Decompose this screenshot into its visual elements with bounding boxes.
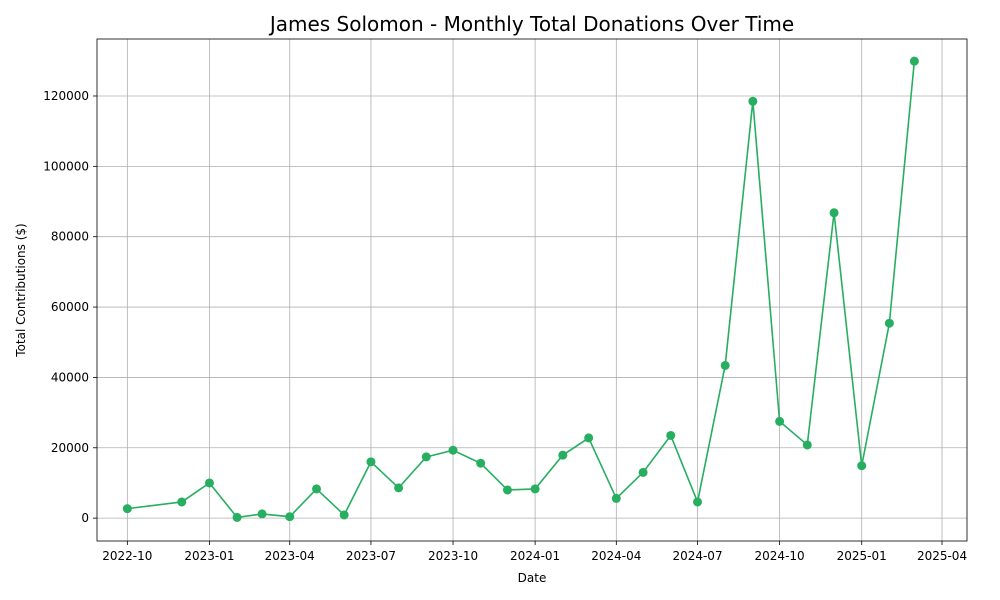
data-point [204, 478, 214, 488]
x-tick-label: 2024-01 [510, 549, 560, 563]
data-point [394, 483, 404, 493]
x-axis-title: Date [518, 571, 547, 585]
x-tick-label: 2023-01 [184, 549, 234, 563]
data-point [257, 509, 267, 519]
data-point [611, 493, 621, 503]
x-tick-label: 2024-07 [672, 549, 722, 563]
plot-frame [96, 38, 968, 542]
y-tick-label: 0 [81, 511, 89, 525]
data-point [693, 497, 703, 507]
data-point [638, 467, 648, 477]
data-point [530, 484, 540, 494]
y-axis-title: Total Contributions ($) [14, 223, 28, 357]
y-tick-label: 40000 [51, 370, 89, 384]
data-point [502, 485, 512, 495]
data-point [558, 450, 568, 460]
data-point [748, 96, 758, 106]
axis-ticks: 2022-10 2023-01 2023-04 2023-07 2023-10 2024-… [43, 89, 967, 563]
y-tick-label: 100000 [43, 159, 89, 173]
y-tick-label: 20000 [51, 441, 89, 455]
x-tick-label: 2023-04 [265, 549, 315, 563]
data-point [884, 318, 894, 328]
data-point [366, 457, 376, 467]
data-point [857, 461, 867, 471]
data-point [476, 458, 486, 468]
data-point [802, 440, 812, 450]
data-point [775, 416, 785, 426]
y-tick-label: 120000 [43, 89, 89, 103]
data-point [177, 497, 187, 507]
grid [97, 39, 967, 541]
y-tick-label: 60000 [51, 300, 89, 314]
y-tick-label: 80000 [51, 230, 89, 244]
data-point [122, 504, 132, 514]
x-tick-label: 2022-10 [102, 549, 152, 563]
data-point [285, 512, 295, 522]
data-point [909, 56, 919, 66]
chart-title: James Solomon - Monthly Total Donations … [268, 12, 794, 36]
data-point [312, 484, 322, 494]
x-tick-label: 2025-01 [837, 549, 887, 563]
data-point [232, 512, 242, 522]
x-tick-label: 2023-10 [428, 549, 478, 563]
x-tick-label: 2024-10 [755, 549, 805, 563]
series-line [127, 61, 916, 519]
data-point [448, 445, 458, 455]
x-tick-label: 2025-04 [917, 549, 967, 563]
data-point [339, 510, 349, 520]
data-point [666, 430, 676, 440]
data-point [829, 208, 839, 218]
data-point [421, 452, 431, 462]
x-tick-label: 2024-04 [591, 549, 641, 563]
data-point [584, 433, 594, 443]
data-point [720, 360, 730, 370]
x-tick-label: 2023-07 [346, 549, 396, 563]
series [122, 56, 919, 522]
